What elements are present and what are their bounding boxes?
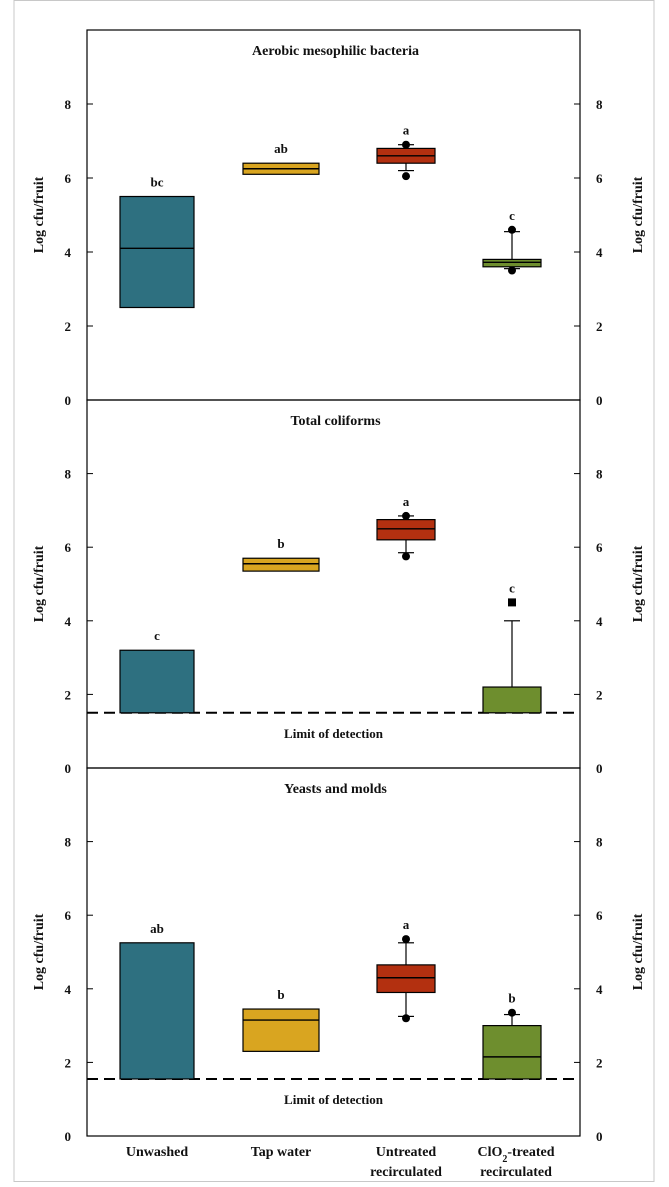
significance-letter: a [403, 494, 410, 509]
y-tick-label-right: 6 [596, 171, 603, 186]
y-axis-label-right: Log cfu/fruit [631, 176, 646, 253]
outlier-point [402, 172, 410, 181]
y-tick-label-right: 6 [596, 540, 603, 555]
y-tick-label-right: 0 [596, 393, 603, 408]
box-body [242, 557, 320, 572]
y-tick-label-left: 6 [65, 171, 72, 186]
box-4: c [482, 208, 542, 275]
x-category-label-line2: recirculated [370, 1165, 442, 1180]
panel-2: Total coliforms 0 0 2 2 4 4 6 6 8 8 Log cfu/fruit Lo… [32, 399, 646, 776]
box-3: a [376, 123, 436, 181]
x-category-label: Tap water [251, 1145, 312, 1160]
y-tick-label-left: 4 [65, 614, 72, 629]
box-body [119, 649, 195, 714]
box-body [242, 1008, 320, 1052]
box-4: c [482, 580, 542, 714]
significance-letter: b [277, 536, 284, 551]
y-tick-label-right: 8 [596, 97, 603, 112]
panel-title: Aerobic mesophilic bacteria [252, 44, 419, 59]
outlier-point [508, 598, 516, 607]
y-tick-label-right: 4 [596, 614, 603, 629]
y-tick-label-right: 2 [596, 319, 603, 334]
y-tick-label-right: 8 [596, 835, 603, 850]
limit-of-detection-label: Limit of detection [284, 726, 384, 741]
y-tick-label-left: 8 [65, 835, 72, 850]
y-tick-label-right: 2 [596, 687, 603, 702]
y-tick-label-left: 6 [65, 540, 72, 555]
y-tick-label-right: 6 [596, 908, 603, 923]
box-3: a [376, 494, 436, 561]
box-4: b [482, 991, 542, 1080]
box-body [376, 964, 436, 994]
box-body [482, 1024, 542, 1080]
x-category-label-line2: recirculated [480, 1165, 552, 1180]
y-tick-label-left: 6 [65, 908, 72, 923]
box-body [482, 686, 542, 714]
y-tick-label-right: 0 [596, 761, 603, 776]
y-tick-label-right: 0 [596, 1129, 603, 1144]
significance-letter: b [508, 991, 515, 1006]
box-body [119, 195, 195, 309]
panel-3: Yeasts and molds 0 0 2 2 4 4 6 6 8 8 Log cfu/fruit L… [32, 767, 646, 1144]
y-tick-label-left: 0 [65, 761, 72, 776]
box-1: ab [119, 921, 195, 1080]
x-category-label: Unwashed [126, 1145, 188, 1160]
x-category-label: ClO2-treated [477, 1145, 554, 1165]
limit-of-detection-label: Limit of detection [284, 1092, 384, 1107]
significance-letter: ab [150, 921, 164, 936]
y-tick-label-left: 0 [65, 393, 72, 408]
outlier-point [402, 935, 410, 944]
y-tick-label-right: 2 [596, 1055, 603, 1070]
box-2: b [242, 987, 320, 1052]
outlier-point [508, 266, 516, 275]
y-tick-label-left: 0 [65, 1129, 72, 1144]
significance-letter: bc [151, 175, 164, 190]
significance-letter: a [403, 123, 410, 138]
significance-letter: c [154, 628, 160, 643]
figure-frame [13, 0, 655, 1182]
outlier-point [508, 1008, 516, 1017]
y-axis-label-left: Log cfu/fruit [32, 545, 47, 622]
x-axis-labels: Unwashed Tap water UntreatedrecirculatedCl… [126, 1145, 555, 1180]
outlier-point [402, 511, 410, 520]
panel-title: Yeasts and molds [284, 782, 387, 797]
y-tick-label-right: 4 [596, 245, 603, 260]
box-body [376, 518, 436, 541]
box-2: b [242, 536, 320, 572]
panel-title: Total coliforms [290, 414, 381, 429]
outlier-point [402, 1014, 410, 1023]
significance-letter: ab [274, 141, 288, 156]
significance-letter: c [509, 580, 515, 595]
significance-letter: a [403, 917, 410, 932]
y-tick-label-left: 2 [65, 319, 72, 334]
box-body [482, 258, 542, 268]
y-tick-label-left: 4 [65, 245, 72, 260]
y-tick-label-left: 8 [65, 97, 72, 112]
y-axis-label-right: Log cfu/fruit [631, 913, 646, 990]
y-axis-label-right: Log cfu/fruit [631, 545, 646, 622]
y-tick-label-right: 4 [596, 982, 603, 997]
y-axis-label-left: Log cfu/fruit [32, 176, 47, 253]
box-body [119, 942, 195, 1080]
box-2: ab [242, 141, 320, 175]
outlier-point [508, 225, 516, 234]
box-1: bc [119, 175, 195, 309]
box-3: a [376, 917, 436, 1023]
box-1: c [119, 628, 195, 714]
y-axis-label-left: Log cfu/fruit [32, 913, 47, 990]
panel-1: Aerobic mesophilic bacteria 0 0 2 2 4 4 6 6 8 8 Log… [32, 29, 646, 408]
y-tick-label-left: 8 [65, 467, 72, 482]
outlier-point [402, 140, 410, 149]
panel-frame [86, 767, 581, 1137]
y-tick-label-left: 4 [65, 982, 72, 997]
significance-letter: b [277, 987, 284, 1002]
outlier-point [402, 552, 410, 561]
significance-letter: c [509, 208, 515, 223]
y-tick-label-right: 8 [596, 467, 603, 482]
y-tick-label-left: 2 [65, 687, 72, 702]
x-category-label: Untreated [376, 1145, 437, 1160]
y-tick-label-left: 2 [65, 1055, 72, 1070]
